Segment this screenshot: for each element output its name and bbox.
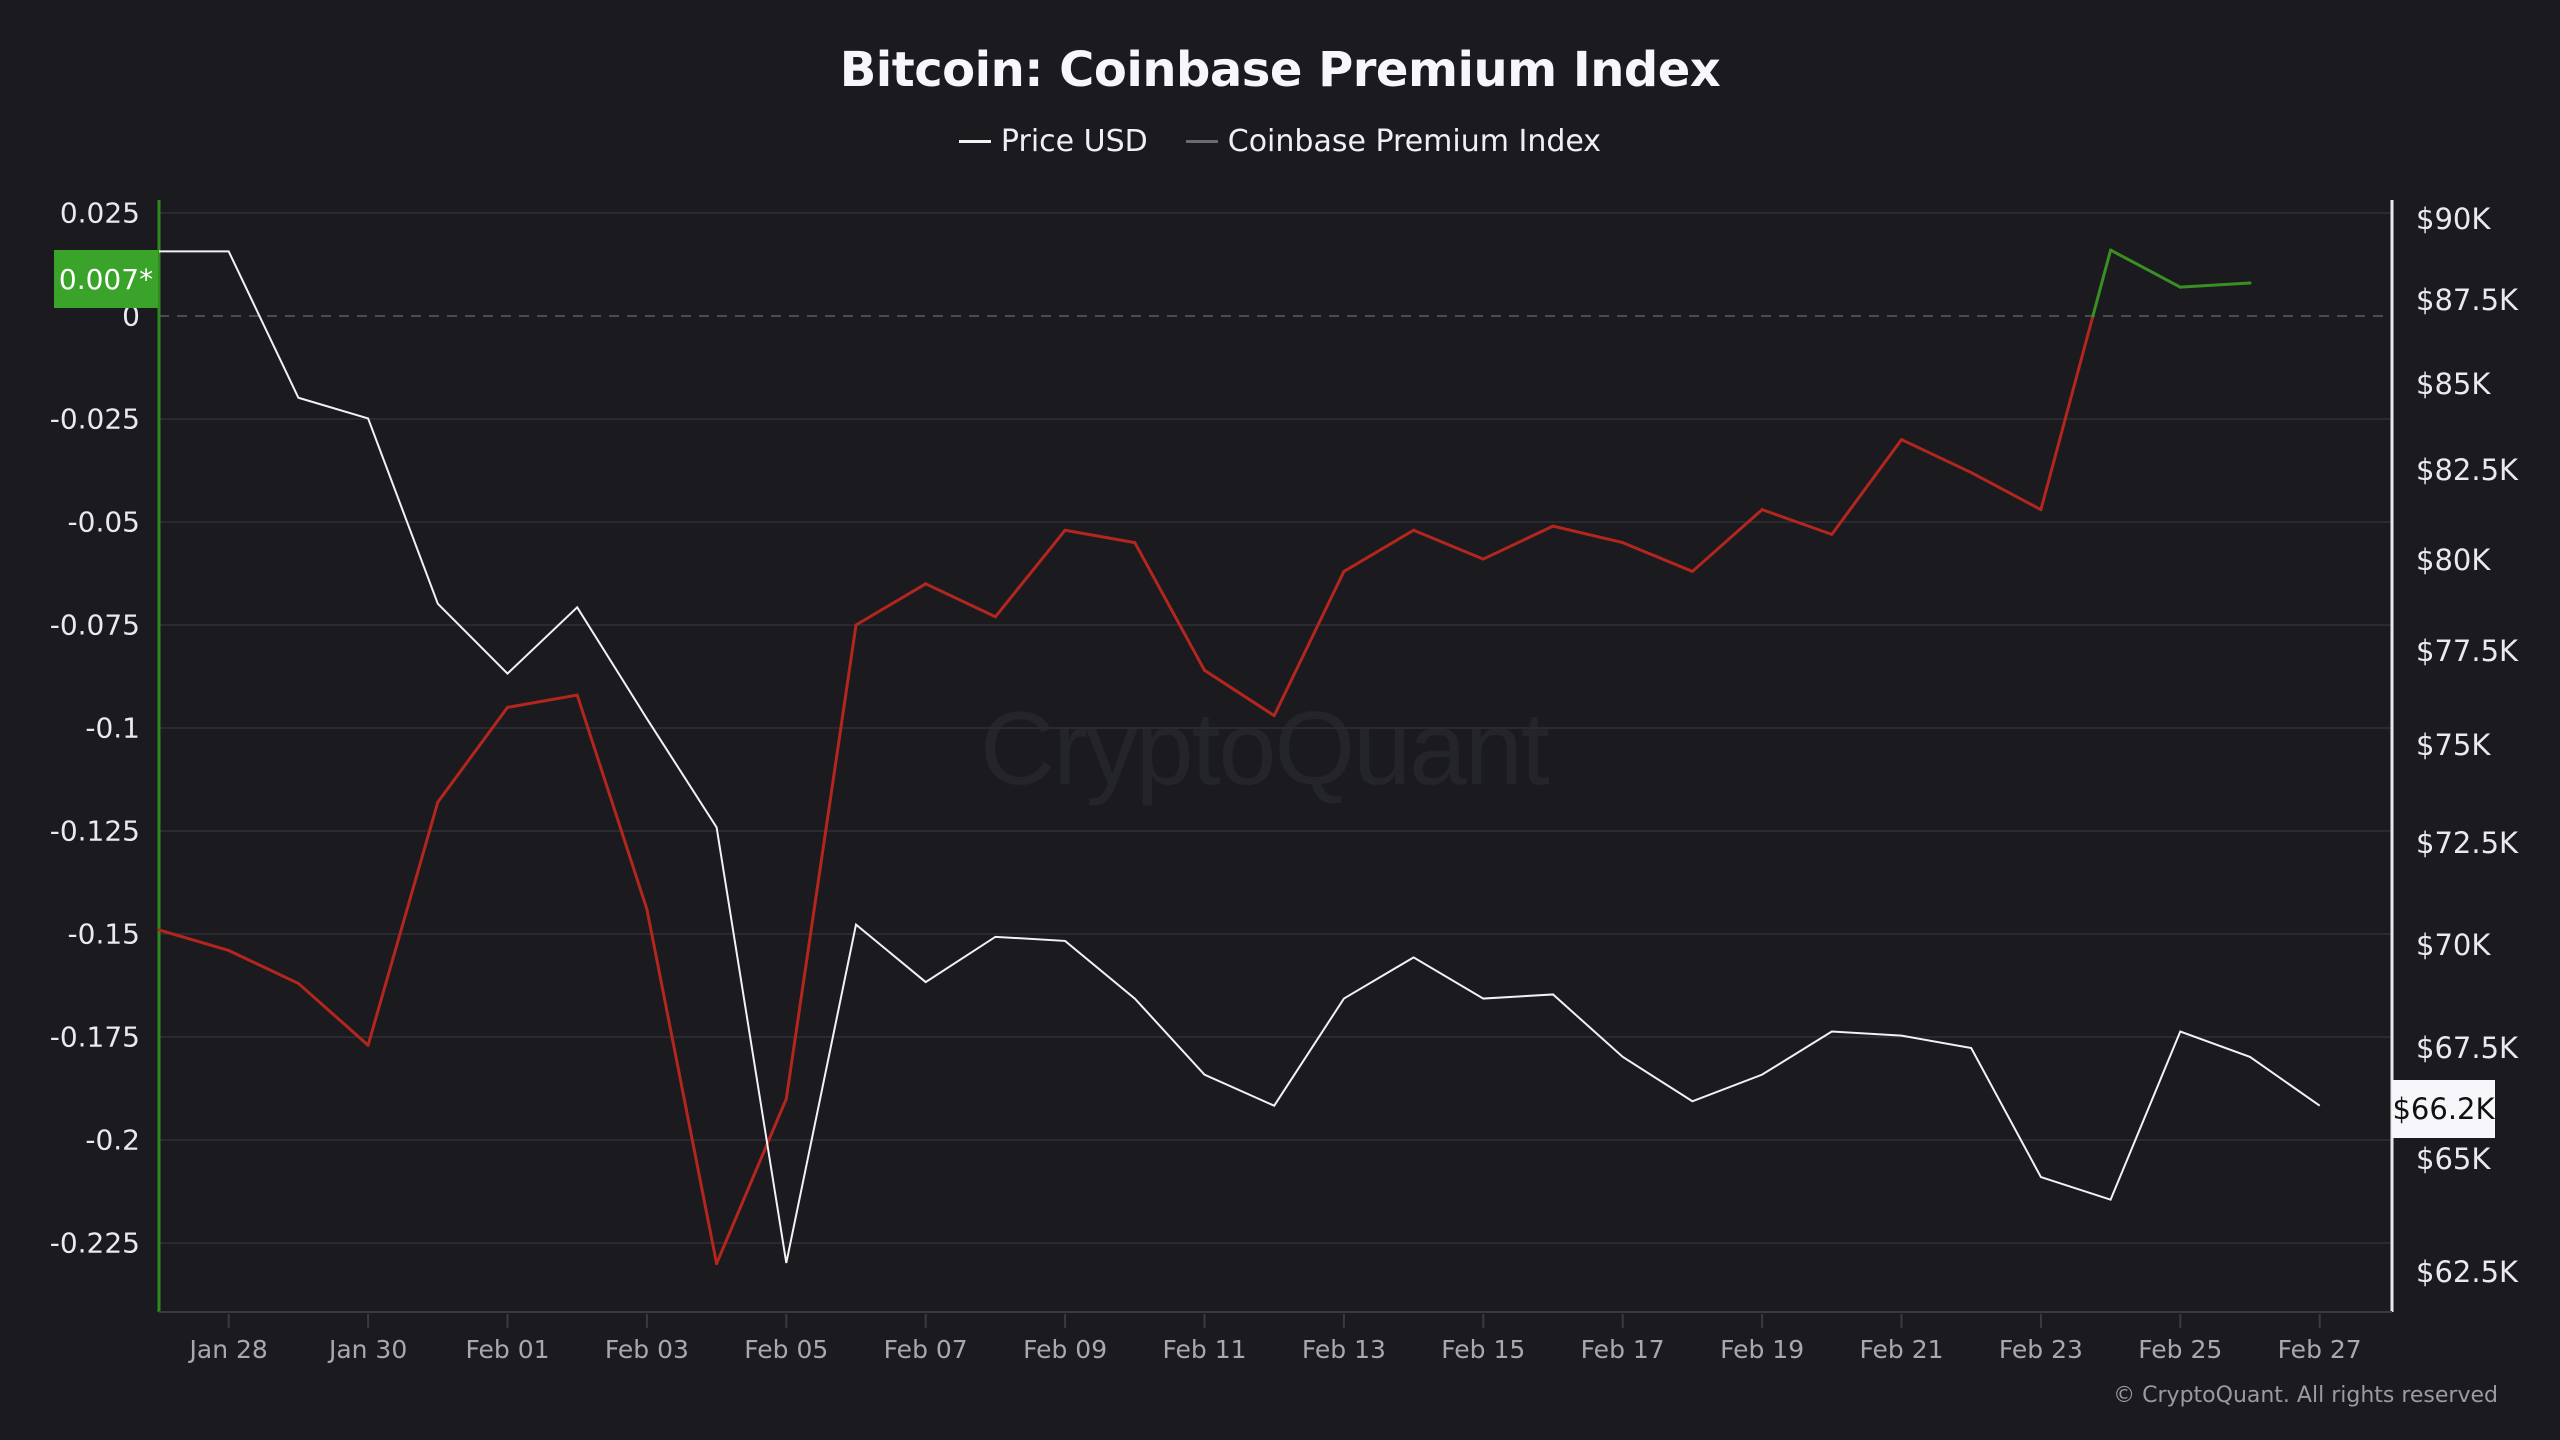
current-premium-badge: 0.007*	[54, 250, 158, 308]
x-axis-tick-label: Feb 17	[1580, 1335, 1665, 1364]
legend-item-price-usd[interactable]: Price USD	[958, 124, 1148, 159]
left-axis-tick-label: -0.1	[85, 711, 140, 745]
legend-item-premium-index[interactable]: Coinbase Premium Index	[1185, 124, 1602, 159]
x-axis-tick-label: Feb 05	[744, 1335, 829, 1364]
copyright-notice: © CryptoQuant. All rights reserved	[2113, 1383, 2498, 1408]
premium-line-swatch-icon	[1185, 140, 1218, 143]
chart-title: Bitcoin: Coinbase Premium Index	[839, 42, 1721, 98]
legend: Price USD Coinbase Premium Index	[0, 124, 2560, 159]
x-axis-tick-label: Feb 15	[1441, 1335, 1526, 1364]
x-axis-tick-label: Feb 09	[1023, 1335, 1108, 1364]
x-axis-tick-label: Feb 13	[1301, 1335, 1386, 1364]
left-axis-tick-label: -0.05	[67, 505, 140, 539]
right-axis-tick-label: $72.5K	[2416, 826, 2519, 860]
x-axis-tick-label: Feb 01	[465, 1335, 550, 1364]
right-axis-tick-label: $62.5K	[2416, 1255, 2519, 1289]
x-axis-tick-label: Feb 23	[1998, 1335, 2083, 1364]
x-axis-tick-label: Feb 07	[883, 1335, 968, 1364]
left-axis-tick-label: -0.175	[49, 1020, 140, 1054]
premium-index-line	[157, 248, 2252, 1266]
right-axis-tick-label: $67.5K	[2416, 1031, 2519, 1065]
x-axis-tick-label: Feb 25	[2138, 1335, 2223, 1364]
right-axis-tick-label: $82.5K	[2416, 453, 2519, 487]
left-axis-tick-label: 0.025	[59, 196, 140, 230]
right-axis-tick-label: $65K	[2416, 1142, 2491, 1176]
right-axis-tick-label: $80K	[2416, 543, 2491, 577]
left-axis-tick-label: -0.125	[49, 814, 140, 848]
left-axis-tick-label: -0.075	[49, 608, 140, 642]
right-axis-tick-label: $87.5K	[2416, 283, 2519, 317]
x-axis-tick-label: Feb 21	[1859, 1335, 1944, 1364]
left-axis-tick-label: -0.2	[85, 1123, 140, 1157]
price-usd-line	[159, 250, 2321, 1264]
current-price-badge: $66.2K	[2392, 1080, 2495, 1138]
price-line-swatch-icon	[958, 140, 991, 143]
left-axis-tick-label: -0.225	[49, 1226, 140, 1260]
x-axis-tick-label: Feb 11	[1162, 1335, 1247, 1364]
x-axis-ticks	[227, 1314, 2321, 1328]
gridlines	[159, 212, 2392, 1244]
x-axis-tick-label: Jan 30	[328, 1335, 408, 1364]
x-axis-tick-label: Feb 27	[2277, 1335, 2362, 1364]
right-axis-tick-label: $90K	[2416, 202, 2491, 236]
right-axis-tick-label: $77.5K	[2416, 634, 2519, 668]
right-axis-tick-label: $75K	[2416, 728, 2491, 762]
x-axis-tick-label: Jan 28	[189, 1335, 268, 1364]
left-axis-tick-label: -0.025	[49, 402, 140, 436]
left-axis-tick-label: -0.15	[67, 917, 140, 951]
x-axis-tick-label: Feb 03	[604, 1335, 689, 1364]
right-axis-tick-label: $70K	[2416, 928, 2491, 962]
x-axis-tick-label: Feb 19	[1720, 1335, 1805, 1364]
right-axis-tick-label: $85K	[2416, 367, 2491, 401]
legend-label-premium-index: Coinbase Premium Index	[1227, 124, 1602, 159]
legend-label-price-usd: Price USD	[1000, 124, 1148, 159]
